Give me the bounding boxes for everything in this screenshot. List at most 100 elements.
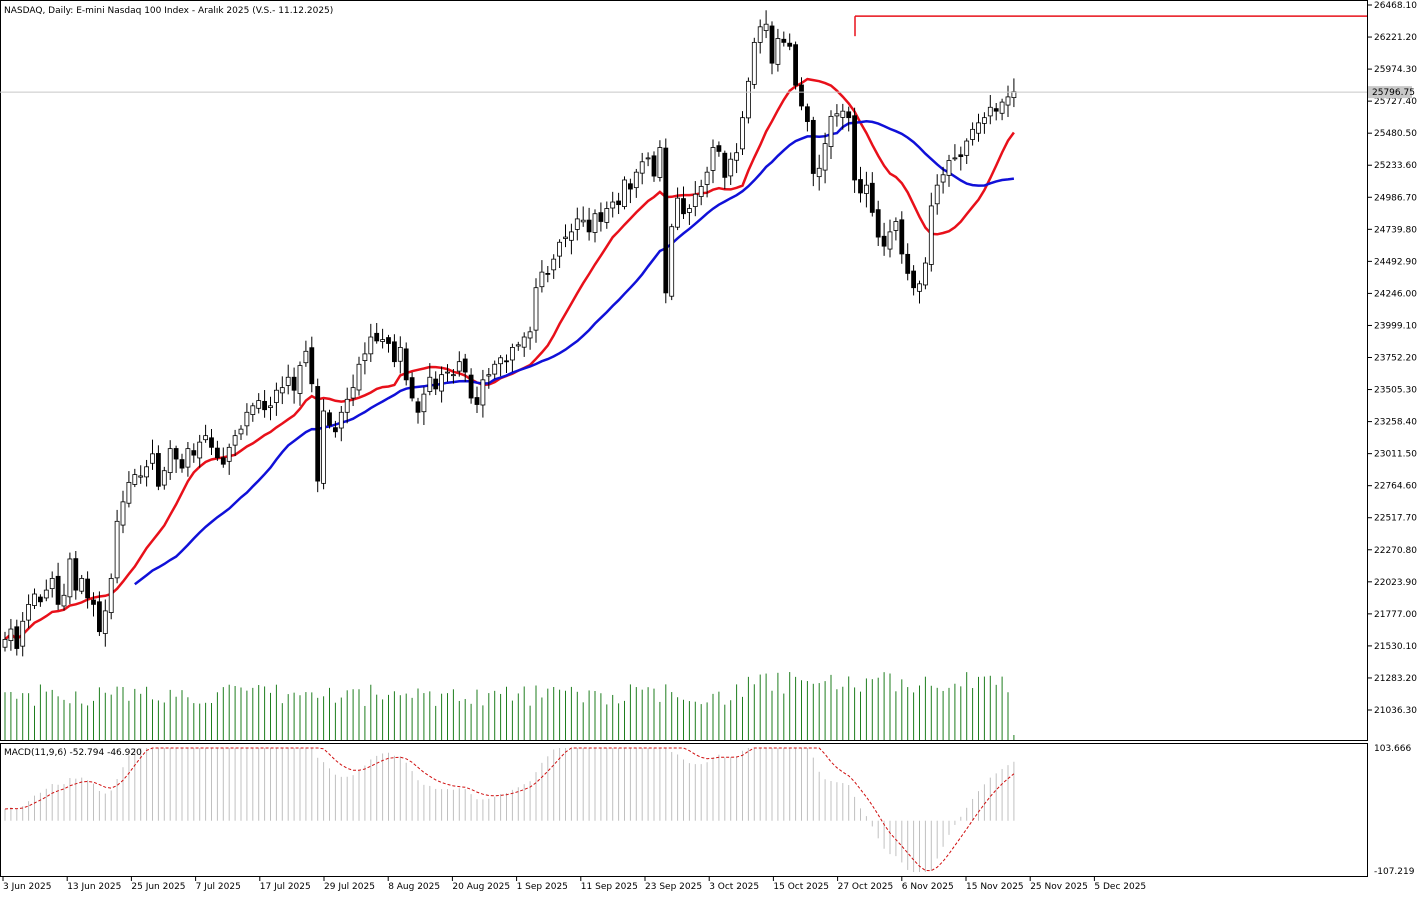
- candle-body: [492, 363, 498, 375]
- x-tick-label: 1 Sep 2025: [517, 882, 568, 892]
- candle-body: [828, 115, 834, 147]
- candle-body: [521, 336, 527, 348]
- candle-body: [976, 122, 981, 134]
- candle-body: [757, 26, 763, 43]
- candle-body: [657, 147, 663, 178]
- chart-title: NASDAQ, Daily: E-mini Nasdaq 100 Index -…: [4, 6, 333, 16]
- candle-body: [67, 558, 73, 598]
- candle-body: [279, 387, 285, 394]
- candle-body: [209, 437, 214, 448]
- candle-body: [716, 145, 722, 152]
- y-tick-label: 21283.20: [1374, 674, 1417, 684]
- candle-body: [397, 347, 403, 362]
- candle-body: [604, 208, 610, 223]
- x-tick-label: 15 Oct 2025: [773, 882, 829, 892]
- candle-body: [775, 38, 781, 65]
- candle-body: [79, 578, 85, 592]
- candle-body: [203, 435, 209, 441]
- candle-body: [226, 446, 232, 462]
- candle-body: [793, 44, 798, 86]
- candle-body: [940, 174, 946, 183]
- candle-body: [474, 397, 480, 405]
- candle-body: [14, 626, 20, 649]
- candle-body: [934, 184, 940, 205]
- y-tick-label: 23258.40: [1374, 418, 1417, 428]
- macd-top-value: 103.666: [1374, 744, 1411, 754]
- ma-slow-line: [134, 120, 1015, 586]
- candle-body: [185, 448, 191, 468]
- y-tick-label: 23999.10: [1374, 321, 1417, 331]
- candle-body: [563, 236, 568, 239]
- candle-body: [456, 361, 462, 372]
- candle-body: [161, 470, 167, 486]
- y-tick-label: 21036.30: [1374, 706, 1417, 716]
- x-tick-label: 5 Dec 2025: [1094, 882, 1146, 892]
- candle-body: [273, 389, 279, 403]
- candle-body: [409, 377, 415, 399]
- candle-body: [291, 376, 297, 391]
- y-tick-label: 25727.40: [1374, 97, 1417, 107]
- candle-body: [498, 357, 504, 365]
- candle-body: [362, 353, 368, 361]
- candle-body: [61, 594, 67, 607]
- x-tick-label: 11 Sep 2025: [581, 882, 638, 892]
- candle-body: [687, 208, 692, 213]
- candle-body: [805, 106, 810, 122]
- candle-body: [421, 393, 427, 413]
- candle-body: [462, 358, 468, 373]
- candle-body: [539, 271, 545, 288]
- candle-body: [704, 171, 710, 185]
- candle-body: [982, 117, 987, 124]
- candle-body: [268, 405, 273, 408]
- candle-body: [356, 363, 362, 391]
- candle-body: [445, 371, 450, 374]
- candle-body: [834, 113, 840, 117]
- candle-body: [403, 348, 409, 381]
- candle-body: [746, 80, 751, 119]
- candle-body: [622, 179, 627, 207]
- candle-body: [102, 610, 108, 634]
- ma-fast-line: [4, 77, 1015, 641]
- candle-body: [297, 365, 303, 394]
- x-tick-label: 29 Jul 2025: [324, 882, 375, 892]
- candle-body: [728, 158, 734, 177]
- candle-body: [545, 272, 551, 275]
- x-tick-label: 20 Aug 2025: [452, 882, 510, 892]
- candle-body: [386, 337, 391, 344]
- candle-body: [610, 201, 616, 209]
- candle-body: [344, 398, 350, 413]
- candle-body: [858, 179, 863, 194]
- candle-body: [639, 161, 645, 174]
- candle-body: [43, 589, 49, 599]
- candle-body: [645, 157, 651, 160]
- candle-body: [533, 287, 539, 331]
- y-tick-label: 23505.30: [1374, 386, 1417, 396]
- x-tick-label: 13 Jun 2025: [67, 882, 121, 892]
- candle-body: [598, 212, 604, 222]
- candle-body: [698, 186, 704, 197]
- candle-body: [852, 115, 857, 181]
- candle-body: [799, 84, 804, 107]
- candle-body: [580, 219, 586, 223]
- candle-body: [368, 336, 374, 355]
- candle-body: [710, 147, 716, 171]
- y-tick-label: 22270.80: [1374, 546, 1417, 556]
- y-tick-label: 25974.30: [1374, 65, 1417, 75]
- x-tick-label: 17 Jul 2025: [260, 882, 311, 892]
- candle-body: [262, 400, 268, 411]
- candle-body: [557, 241, 562, 257]
- candle-body: [150, 453, 155, 464]
- candle-body: [527, 331, 533, 339]
- candle-body: [321, 410, 327, 484]
- candle-body: [574, 218, 580, 230]
- candle-body: [722, 152, 728, 178]
- y-tick-label: 25480.50: [1374, 129, 1417, 139]
- candle-body: [415, 401, 421, 413]
- candle-body: [433, 378, 439, 390]
- candle-body: [97, 601, 102, 633]
- candle-body: [504, 360, 509, 363]
- candle-body: [55, 575, 61, 605]
- y-tick-label: 24246.00: [1374, 289, 1417, 299]
